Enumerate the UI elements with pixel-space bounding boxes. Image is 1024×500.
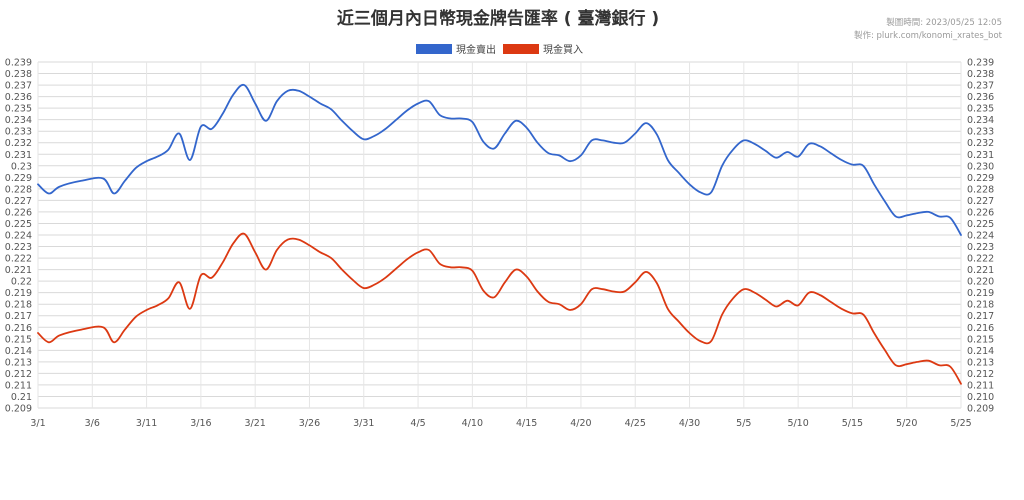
series-line-cash-selling [37,83,962,236]
y-tick-label-left: 0.219 [5,288,32,299]
x-tick-label: 4/25 [625,418,646,429]
y-tick-label-left: 0.234 [5,115,32,126]
x-tick-label: 4/15 [516,418,537,429]
y-tick-label-left: 0.231 [5,150,32,161]
y-tick-label-left: 0.211 [5,380,32,391]
y-tick-label-right: 0.233 [967,127,994,138]
y-tick-label-right: 0.237 [967,81,994,92]
y-tick-label-right: 0.217 [967,311,994,322]
x-tick-label: 4/5 [410,418,425,429]
y-tick-label-right: 0.209 [967,404,994,415]
series-lines [37,83,962,385]
y-tick-label-right: 0.222 [967,254,994,265]
y-tick-label-left: 0.216 [5,323,32,334]
y-tick-label-left: 0.235 [5,104,32,115]
y-tick-label-left: 0.239 [5,58,32,69]
x-tick-label: 4/30 [679,418,700,429]
legend-swatch [503,44,539,54]
legend-label: 現金賣出 [456,43,496,56]
y-tick-label-right: 0.215 [967,334,994,345]
y-tick-label-left: 0.225 [5,219,32,230]
y-tick-label-left: 0.214 [5,346,32,357]
x-tick-label: 3/31 [353,418,374,429]
y-tick-label-left: 0.21 [11,392,32,403]
y-tick-label-right: 0.213 [967,357,994,368]
x-tick-label: 4/20 [570,418,591,429]
y-tick-label-left: 0.223 [5,242,32,253]
y-tick-label-left: 0.232 [5,138,32,149]
x-tick-label: 3/1 [30,418,45,429]
x-tick-label: 5/20 [896,418,917,429]
y-tick-label-left: 0.22 [11,277,32,288]
y-tick-label-right: 0.210 [967,392,994,403]
x-tick-label: 5/5 [736,418,751,429]
x-tick-label: 3/16 [190,418,211,429]
y-tick-label-right: 0.234 [967,115,994,126]
x-tick-label: 3/6 [85,418,100,429]
y-tick-label-right: 0.230 [967,161,994,172]
legend-swatch [416,44,452,54]
y-tick-label-right: 0.238 [967,69,994,80]
x-tick-label: 3/26 [299,418,320,429]
chart-credit-note: 製作: plurk.com/konomi_xrates_bot [854,30,1003,41]
y-tick-label-right: 0.232 [967,138,994,149]
y-tick-label-right: 0.218 [967,300,994,311]
y-tick-label-left: 0.209 [5,404,32,415]
y-tick-label-left: 0.237 [5,81,32,92]
series-line-cash-buying [37,232,962,385]
y-tick-label-right: 0.216 [967,323,994,334]
x-tick-label: 3/21 [245,418,266,429]
y-tick-label-left: 0.224 [5,231,32,242]
y-tick-label-left: 0.228 [5,184,32,195]
y-tick-label-left: 0.236 [5,92,32,103]
chart-timestamp-note: 製圖時間: 2023/05/25 12:05 [886,17,1002,28]
y-tick-label-left: 0.215 [5,334,32,345]
y-tick-label-right: 0.231 [967,150,994,161]
y-tick-label-left: 0.213 [5,357,32,368]
x-tick-label: 5/15 [842,418,863,429]
x-tick-label: 5/10 [787,418,808,429]
chart-legend: 現金賣出 現金買入 [416,43,583,56]
x-axis: 3/1 3/6 3/11 3/16 3/21 3/26 3/31 4/5 4/10 4/15 4/2… [30,418,971,429]
y-tick-label-right: 0.239 [967,58,994,69]
y-tick-label-right: 0.214 [967,346,994,357]
y-tick-label-left: 0.238 [5,69,32,80]
y-tick-label-left: 0.227 [5,196,32,207]
y-tick-label-right: 0.225 [967,219,994,230]
y-tick-label-left: 0.233 [5,127,32,138]
y-tick-label-right: 0.220 [967,277,994,288]
y-tick-label-right: 0.224 [967,231,994,242]
y-tick-label-left: 0.218 [5,300,32,311]
y-tick-label-left: 0.217 [5,311,32,322]
y-tick-label-right: 0.211 [967,380,994,391]
legend-label: 現金買入 [543,43,583,56]
y-tick-label-right: 0.229 [967,173,994,184]
y-axis-right: 0.2390.2380.2370.2360.2350.2340.2330.232… [967,58,994,415]
y-tick-label-right: 0.221 [967,265,994,276]
y-tick-label-right: 0.226 [967,207,994,218]
y-tick-label-left: 0.212 [5,369,32,380]
y-tick-label-right: 0.228 [967,184,994,195]
y-tick-label-left: 0.226 [5,207,32,218]
y-tick-label-left: 0.222 [5,254,32,265]
x-tick-label: 5/25 [950,418,971,429]
y-tick-label-left: 0.229 [5,173,32,184]
y-tick-label-right: 0.212 [967,369,994,380]
chart-title: 近三個月內日幣現金牌告匯率 ( 臺灣銀行 ) [337,8,659,29]
y-tick-label-left: 0.23 [11,161,32,172]
y-tick-label-right: 0.235 [967,104,994,115]
y-tick-label-right: 0.219 [967,288,994,299]
y-tick-label-right: 0.223 [967,242,994,253]
x-tick-label: 4/10 [462,418,483,429]
y-tick-label-right: 0.227 [967,196,994,207]
x-tick-label: 3/11 [136,418,157,429]
y-axis-left: 0.2390.2380.2370.2360.2350.2340.2330.232… [5,58,32,415]
grid-lines [37,61,962,409]
y-tick-label-left: 0.221 [5,265,32,276]
y-tick-label-right: 0.236 [967,92,994,103]
